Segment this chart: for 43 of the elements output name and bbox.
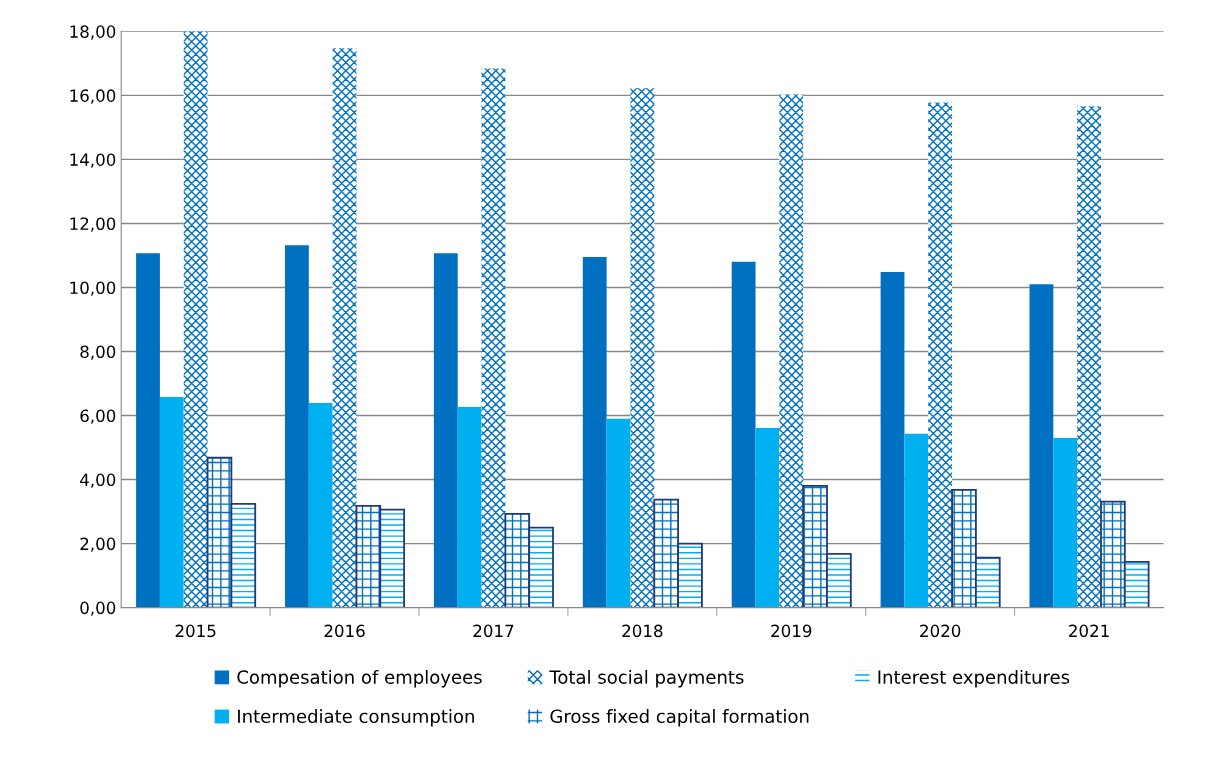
bar [136,253,160,608]
bar [284,245,309,608]
y-tick-label: 0,00 [80,601,116,616]
bar [928,102,953,608]
legend-label: Intermediate consumption [238,709,474,727]
bar [779,94,804,608]
bar [332,48,357,608]
bar [630,88,655,608]
y-tick-label: 10,00 [70,281,116,296]
x-tick-label: 2016 [324,624,365,638]
bar [755,428,780,608]
bar [159,396,184,608]
bar [308,403,333,608]
y-tick-label: 12,00 [70,217,116,232]
legend-label: Total social payments [549,669,744,688]
bar [481,68,506,608]
y-tick-label: 14,00 [70,153,116,168]
bar [1053,437,1078,608]
bar [433,253,458,608]
x-tick-label: 2021 [1069,624,1109,638]
bar [183,31,208,608]
bar [1029,284,1054,608]
x-tick-label: 2017 [473,624,514,638]
legend-label: Gross fixed capital formation [550,709,809,727]
bar [880,272,905,608]
bar [606,418,631,608]
x-tick-label: 2019 [771,624,812,638]
x-tick-label: 2020 [920,624,961,638]
bar [582,257,607,608]
bar [1077,106,1101,608]
y-tick-label: 16,00 [70,89,116,104]
legend-label: Interest expenditures [878,669,1070,688]
bar [731,261,756,608]
bar [904,433,929,608]
bar [457,406,482,608]
x-tick-label: 2015 [175,624,216,638]
y-tick-label: 4,00 [80,473,116,488]
y-tick-label: 18,00 [70,25,116,40]
y-tick-label: 8,00 [80,345,116,360]
y-tick-label: 6,00 [80,409,116,424]
legend-label: Compesation of employees [237,669,482,688]
y-tick-label: 2,00 [80,537,116,552]
x-tick-label: 2018 [622,624,663,638]
